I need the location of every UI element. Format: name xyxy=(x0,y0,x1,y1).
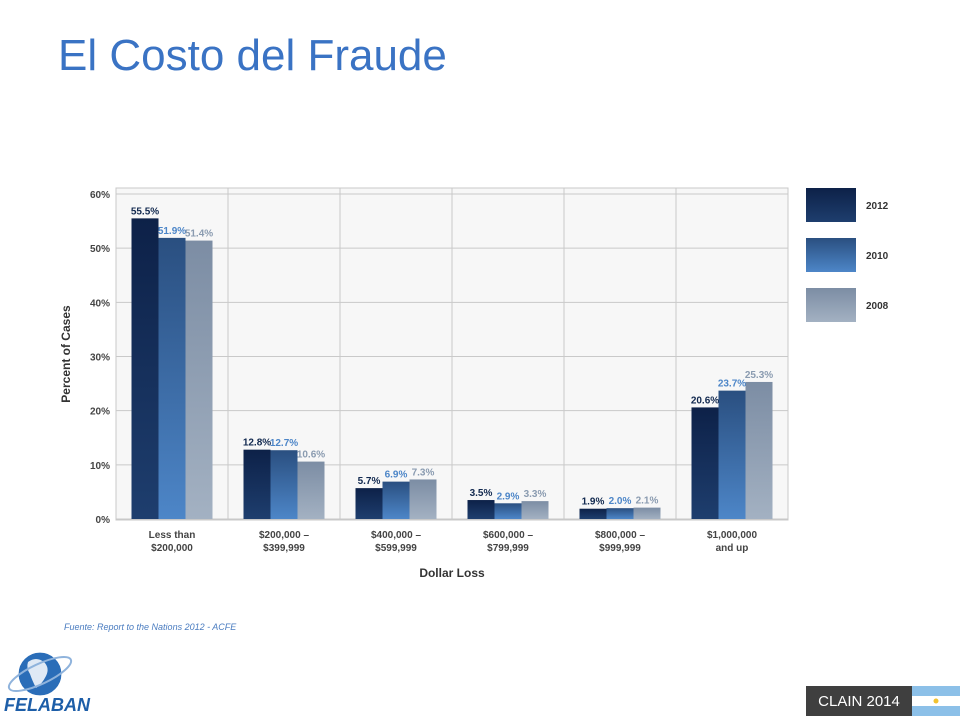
data-label: 10.6% xyxy=(297,450,325,461)
legend-label: 2010 xyxy=(866,251,889,262)
data-label: 12.8% xyxy=(243,438,271,449)
x-tick-label: $1,000,000 xyxy=(707,530,757,541)
legend-label: 2008 xyxy=(866,301,889,312)
data-label: 55.5% xyxy=(131,206,159,217)
y-tick-label: 60% xyxy=(90,190,110,201)
data-label: 2.0% xyxy=(609,496,632,507)
clain-badge: CLAIN 2014 xyxy=(806,686,912,716)
bar-2012 xyxy=(243,449,271,519)
x-tick-label: $200,000 – xyxy=(259,530,309,541)
bar-2008 xyxy=(185,240,213,520)
x-tick-label: $799,999 xyxy=(487,543,529,554)
y-tick-label: 40% xyxy=(90,298,110,309)
data-label: 3.5% xyxy=(470,488,493,499)
y-axis-label: Percent of Cases xyxy=(59,305,73,403)
x-tick-label: $200,000 xyxy=(151,543,193,554)
y-tick-label: 20% xyxy=(90,407,110,418)
data-label: 20.6% xyxy=(691,395,719,406)
data-labels: 55.5% 51.9%51.4% 12.8%12.7%10.6% 5.7% 6.9% 7.… xyxy=(131,206,773,507)
legend-swatch-2010 xyxy=(806,238,856,272)
bar-2010 xyxy=(270,450,298,519)
bar-2008 xyxy=(633,507,661,519)
legend: 2012 2010 2008 xyxy=(806,188,889,322)
bar-2008 xyxy=(297,461,325,519)
data-label: 12.7% xyxy=(270,438,298,449)
bar-2012 xyxy=(467,500,495,519)
bars xyxy=(131,218,773,520)
bar-2010 xyxy=(494,503,522,519)
y-tick-label: 0% xyxy=(96,515,111,526)
bar-2010 xyxy=(158,237,186,519)
x-tick-label: $999,999 xyxy=(599,543,641,554)
data-label: 1.9% xyxy=(582,497,605,508)
x-tick-label: $399,999 xyxy=(263,543,305,554)
bar-2012 xyxy=(691,407,719,519)
bar-2010 xyxy=(606,508,634,519)
x-tick-label: $800,000 – xyxy=(595,530,645,541)
x-axis-label: Dollar Loss xyxy=(419,566,485,580)
slide-title: El Costo del Fraude xyxy=(58,31,447,80)
data-label: 2.9% xyxy=(497,491,520,502)
data-label: 51.4% xyxy=(185,229,213,240)
felaban-globe-icon xyxy=(7,651,73,697)
data-label: 25.3% xyxy=(745,370,773,381)
bar-2008 xyxy=(521,501,549,519)
logo-text: FELABAN xyxy=(4,695,90,715)
x-tick-label: and up xyxy=(716,543,749,554)
data-label: 23.7% xyxy=(718,379,746,390)
x-tick-label: $600,000 – xyxy=(483,530,533,541)
bar-2008 xyxy=(745,381,773,519)
data-label: 5.7% xyxy=(358,476,381,487)
grid-lines xyxy=(116,188,788,520)
legend-swatch-2012 xyxy=(806,188,856,222)
bar-2012 xyxy=(579,508,607,519)
y-tick-label: 10% xyxy=(90,461,110,472)
axis-ticks: 0% 10% 20% 30% 40% 50% 60% Less than $200,000 $20… xyxy=(90,190,757,554)
bar-2008 xyxy=(409,479,437,519)
x-tick-label: Less than xyxy=(149,530,196,541)
source-note: Fuente: Report to the Nations 2012 - ACF… xyxy=(64,622,237,632)
legend-swatch-2008 xyxy=(806,288,856,322)
data-label: 3.3% xyxy=(524,489,547,500)
y-tick-label: 50% xyxy=(90,244,110,255)
x-tick-label: $599,999 xyxy=(375,543,417,554)
bar-2012 xyxy=(131,218,159,519)
legend-label: 2012 xyxy=(866,201,889,212)
x-tick-label: $400,000 – xyxy=(371,530,421,541)
argentina-flag-icon xyxy=(912,686,960,716)
data-label: 6.9% xyxy=(385,470,408,481)
bar-2010 xyxy=(718,390,746,519)
data-label: 7.3% xyxy=(412,467,435,478)
data-label: 51.9% xyxy=(158,226,186,237)
y-tick-label: 30% xyxy=(90,353,110,364)
bar-2010 xyxy=(382,481,410,519)
data-label: 2.1% xyxy=(636,496,659,507)
bar-2012 xyxy=(355,488,383,519)
